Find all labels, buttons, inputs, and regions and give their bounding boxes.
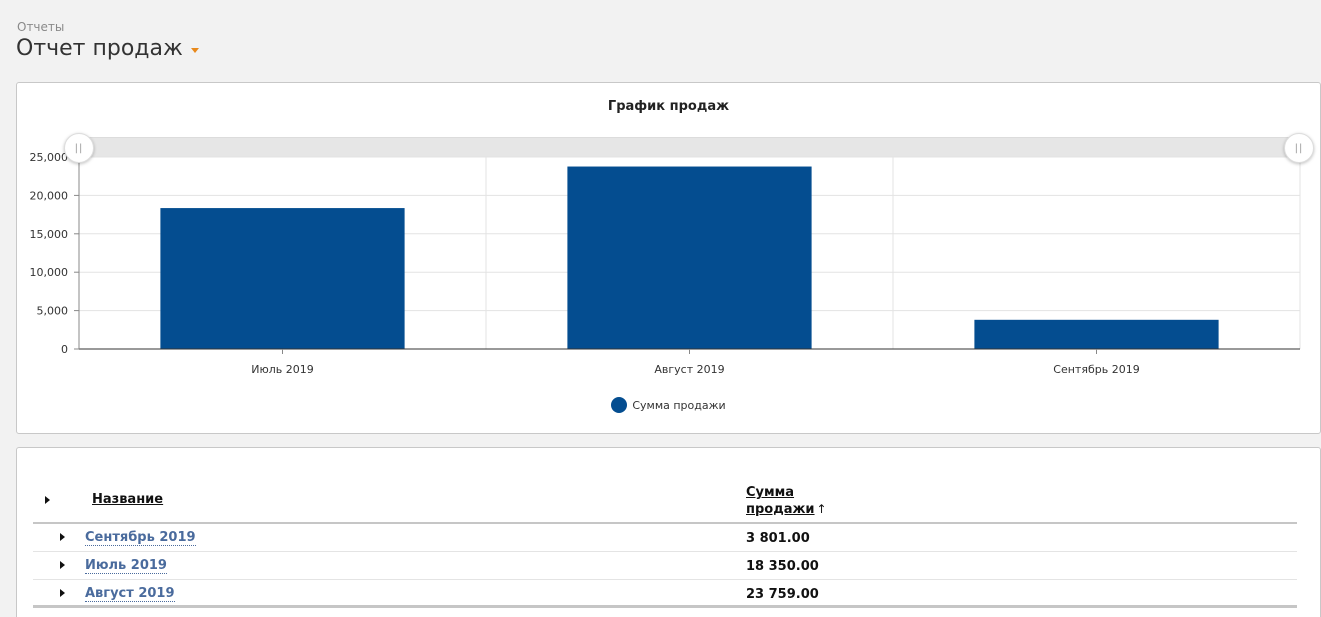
zoom-range-left-handle[interactable]: ||	[64, 133, 94, 163]
row-name-link[interactable]: Июль 2019	[85, 558, 167, 574]
row-expand-arrow-icon[interactable]	[60, 589, 65, 597]
x-tick-label: Август 2019	[654, 363, 724, 376]
breadcrumb[interactable]: Отчеты	[17, 20, 65, 34]
row-sum-value: 3 801.00	[746, 531, 810, 546]
table-header-row: Название Сумма продажи ↑	[33, 484, 1297, 524]
y-tick-label: 25,000	[30, 151, 69, 164]
grip-icon: ||	[74, 142, 84, 154]
page-title: Отчет продаж	[16, 36, 199, 61]
expand-all-arrow-icon[interactable]	[45, 496, 50, 504]
y-tick-label: 20,000	[30, 189, 69, 202]
sales-table-panel: Название Сумма продажи ↑ Сентябрь 2019 3 …	[16, 447, 1321, 617]
grip-icon: ||	[1294, 142, 1304, 154]
legend-label[interactable]: Сумма продажи	[632, 398, 726, 412]
column-header-sum-line1: Сумма	[746, 485, 795, 500]
legend-marker[interactable]	[611, 397, 628, 413]
table-row: Август 2019 23 759.00	[33, 580, 1297, 608]
table-row: Июль 2019 18 350.00	[33, 552, 1297, 580]
row-expand-arrow-icon[interactable]	[60, 533, 65, 541]
row-name-link[interactable]: Август 2019	[85, 586, 175, 602]
column-header-sum[interactable]: Сумма продажи ↑	[746, 484, 827, 518]
chart-title: График продаж	[607, 99, 730, 114]
bar[interactable]	[567, 166, 812, 349]
row-expand-arrow-icon[interactable]	[60, 561, 65, 569]
y-tick-label: 5,000	[37, 305, 69, 318]
zoom-range-right-handle[interactable]: ||	[1284, 133, 1314, 163]
chart-legend: Сумма продажи	[17, 397, 1320, 413]
row-sum-value: 23 759.00	[746, 587, 819, 602]
y-tick-label: 0	[61, 343, 68, 356]
y-tick-label: 15,000	[30, 228, 69, 241]
table-row: Сентябрь 2019 3 801.00	[33, 524, 1297, 552]
bar[interactable]	[160, 208, 405, 349]
title-dropdown-caret-icon[interactable]	[190, 48, 199, 53]
sales-chart-panel: График продаж 0 5,000 10,000 15,000 20,000 25…	[16, 82, 1321, 434]
page-title-text: Отчет продаж	[16, 36, 183, 61]
y-tick-label: 10,000	[30, 266, 69, 279]
bar[interactable]	[974, 319, 1219, 349]
row-sum-value: 18 350.00	[746, 559, 819, 574]
sort-ascending-icon[interactable]: ↑	[816, 502, 827, 516]
row-name-link[interactable]: Сентябрь 2019	[85, 530, 196, 546]
x-tick-label: Сентябрь 2019	[1053, 363, 1139, 376]
column-header-sum-line2: продажи	[746, 502, 815, 517]
x-tick-label: Июль 2019	[251, 363, 314, 376]
sales-bar-chart: 0 5,000 10,000 15,000 20,000 25,000 Июль 2019 А…	[30, 151, 1301, 376]
column-header-name[interactable]: Название	[92, 492, 164, 507]
